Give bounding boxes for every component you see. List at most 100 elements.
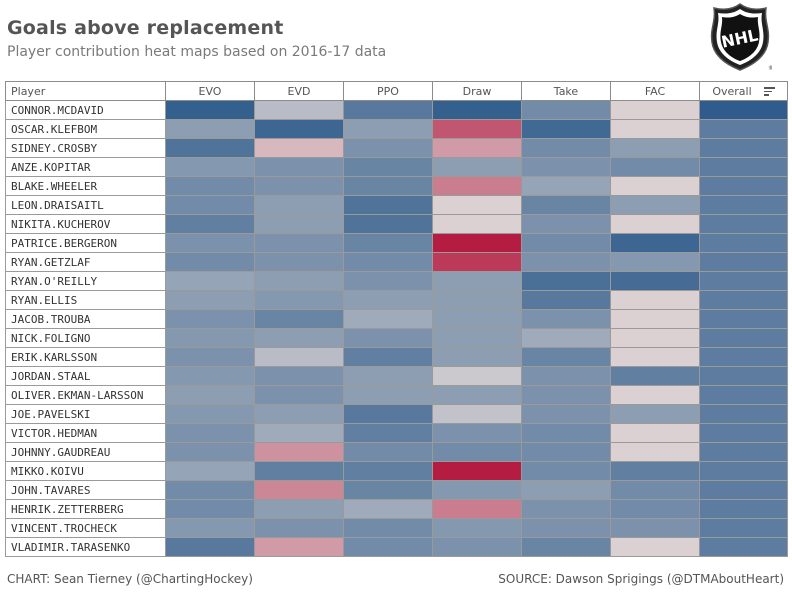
heat-cell-evo (165, 366, 255, 386)
table-row: RYAN.O'REILLY (5, 271, 788, 291)
heat-cell-evd (254, 309, 344, 329)
column-header-take: Take (521, 81, 611, 101)
heat-cell-take (521, 385, 611, 405)
heat-cell-evd (254, 404, 344, 424)
heat-cell-overall (699, 176, 788, 196)
heat-cell-evo (165, 347, 255, 367)
heat-cell-evd (254, 423, 344, 443)
heat-cell-overall (699, 252, 788, 272)
table-row: JACOB.TROUBA (5, 309, 788, 329)
heat-cell-evd (254, 195, 344, 215)
column-header-evo: EVO (165, 81, 255, 101)
heat-cell-fac (610, 309, 700, 329)
player-name: OLIVER.EKMAN-LARSSON (5, 385, 166, 405)
heat-cell-take (521, 499, 611, 519)
heatmap: Player EVO EVD PPO Draw Take FAC Overall CONNOR… (5, 81, 788, 557)
heat-cell-overall (699, 290, 788, 310)
heat-cell-evd (254, 214, 344, 234)
heat-cell-ppo (343, 157, 433, 177)
heat-cell-evd (254, 271, 344, 291)
column-header-label: Draw (462, 84, 492, 98)
player-name: JOHNNY.GAUDREAU (5, 442, 166, 462)
player-name: RYAN.GETZLAF (5, 252, 166, 272)
heat-cell-draw (432, 385, 522, 405)
heat-cell-evo (165, 252, 255, 272)
heat-cell-fac (610, 138, 700, 158)
chart-subtitle: Player contribution heat maps based on 2… (7, 44, 387, 60)
player-name: JOE.PAVELSKI (5, 404, 166, 424)
heat-cell-ppo (343, 499, 433, 519)
heat-cell-fac (610, 480, 700, 500)
heat-cell-ppo (343, 480, 433, 500)
heat-cell-evd (254, 537, 344, 557)
sort-descending-icon[interactable] (763, 87, 775, 96)
heat-cell-draw (432, 499, 522, 519)
heat-cell-evd (254, 518, 344, 538)
heat-cell-ppo (343, 233, 433, 253)
table-row: ERIK.KARLSSON (5, 347, 788, 367)
heat-cell-evo (165, 119, 255, 139)
table-row: OSCAR.KLEFBOM (5, 119, 788, 139)
heat-cell-evd (254, 442, 344, 462)
player-name: OSCAR.KLEFBOM (5, 119, 166, 139)
heatmap-table: Player EVO EVD PPO Draw Take FAC Overall CONNOR… (5, 81, 788, 557)
heat-cell-take (521, 366, 611, 386)
heat-cell-draw (432, 404, 522, 424)
player-name: SIDNEY.CROSBY (5, 138, 166, 158)
player-name: MIKKO.KOIVU (5, 461, 166, 481)
player-name: JOHN.TAVARES (5, 480, 166, 500)
heat-cell-evo (165, 309, 255, 329)
player-name: RYAN.O'REILLY (5, 271, 166, 291)
heat-cell-draw (432, 138, 522, 158)
heat-cell-ppo (343, 252, 433, 272)
heat-cell-overall (699, 195, 788, 215)
heat-cell-take (521, 214, 611, 234)
heat-cell-fac (610, 100, 700, 120)
heat-cell-fac (610, 176, 700, 196)
heat-cell-draw (432, 157, 522, 177)
heat-cell-ppo (343, 461, 433, 481)
heat-cell-evd (254, 138, 344, 158)
heat-cell-evo (165, 385, 255, 405)
heat-cell-overall (699, 385, 788, 405)
heat-cell-ppo (343, 309, 433, 329)
table-row: RYAN.ELLIS (5, 290, 788, 310)
heat-cell-take (521, 480, 611, 500)
heat-cell-evo (165, 233, 255, 253)
heat-cell-evd (254, 499, 344, 519)
heat-cell-draw (432, 195, 522, 215)
table-row: VLADIMIR.TARASENKO (5, 537, 788, 557)
chart-source: SOURCE: Dawson Sprigings (@DTMAboutHeart… (498, 572, 784, 586)
player-name: JORDAN.STAAL (5, 366, 166, 386)
heat-cell-take (521, 328, 611, 348)
heat-cell-draw (432, 347, 522, 367)
player-name: RYAN.ELLIS (5, 290, 166, 310)
table-row: HENRIK.ZETTERBERG (5, 499, 788, 519)
heat-cell-evd (254, 480, 344, 500)
heat-cell-fac (610, 252, 700, 272)
column-header-overall[interactable]: Overall (699, 81, 788, 101)
heat-cell-fac (610, 499, 700, 519)
table-row: VICTOR.HEDMAN (5, 423, 788, 443)
svg-text:®: ® (768, 65, 772, 72)
heat-cell-draw (432, 100, 522, 120)
heat-cell-ppo (343, 442, 433, 462)
column-header-label: Take (553, 84, 579, 98)
table-row: NICK.FOLIGNO (5, 328, 788, 348)
player-name: NICK.FOLIGNO (5, 328, 166, 348)
heat-cell-overall (699, 366, 788, 386)
player-name: VINCENT.TROCHECK (5, 518, 166, 538)
heat-cell-fac (610, 518, 700, 538)
heat-cell-draw (432, 518, 522, 538)
column-header-draw: Draw (432, 81, 522, 101)
heat-cell-take (521, 195, 611, 215)
heat-cell-overall (699, 119, 788, 139)
heat-cell-ppo (343, 100, 433, 120)
heat-cell-evo (165, 195, 255, 215)
heat-cell-fac (610, 214, 700, 234)
heat-cell-evo (165, 499, 255, 519)
heat-cell-fac (610, 442, 700, 462)
heat-cell-fac (610, 233, 700, 253)
player-name: CONNOR.MCDAVID (5, 100, 166, 120)
player-name: ERIK.KARLSSON (5, 347, 166, 367)
